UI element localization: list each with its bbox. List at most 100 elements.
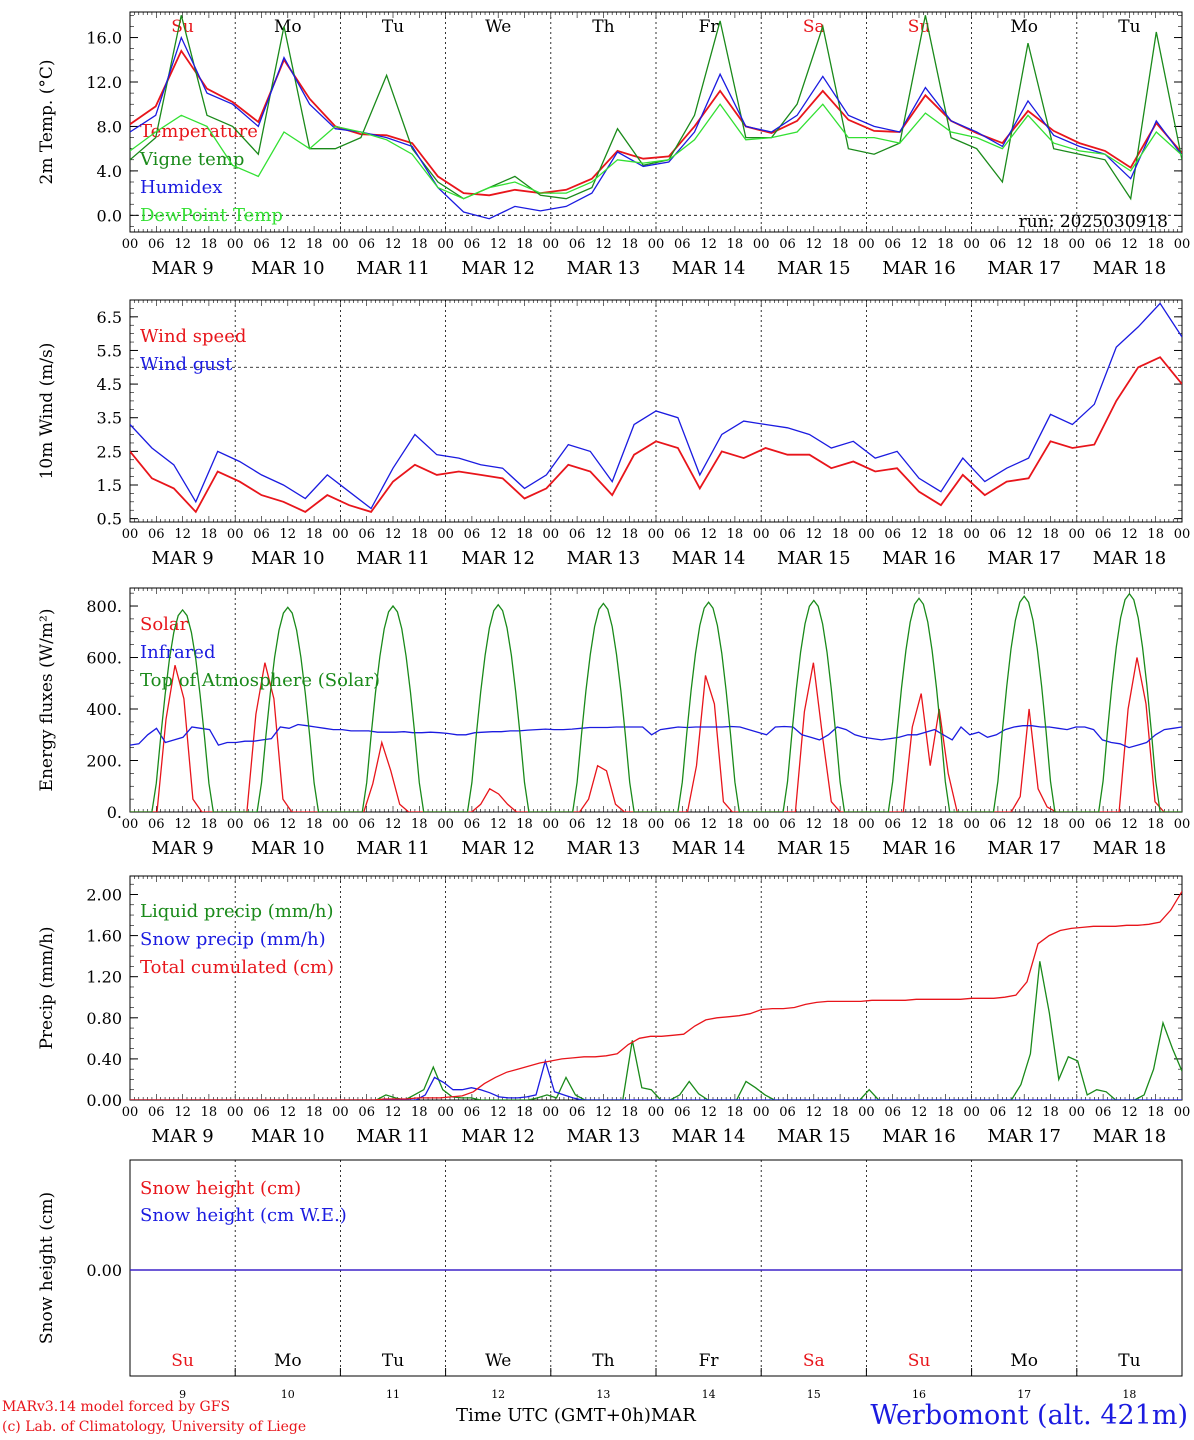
hour-tick-label: 18 — [1147, 817, 1164, 832]
weekday-label: Sa — [803, 17, 825, 37]
y-tick-label: 200. — [86, 752, 122, 771]
hour-tick-label: 12 — [280, 527, 297, 542]
weekday-label: Mo — [1010, 17, 1038, 37]
legend-entry: Temperature — [140, 121, 258, 142]
legend-entry: Snow height (cm) — [140, 1178, 301, 1199]
hour-tick-label: 06 — [148, 817, 165, 832]
y-tick-label: 12.0 — [86, 73, 122, 92]
hour-tick-label: 06 — [464, 527, 481, 542]
hour-tick-label: 00 — [1174, 237, 1191, 252]
date-label: MAR 13 — [567, 258, 641, 279]
weekday-label: Mo — [274, 17, 302, 37]
day-number-label: 18 — [1122, 1388, 1136, 1401]
hour-tick-label: 06 — [884, 1105, 901, 1120]
weekday-label: Th — [592, 17, 614, 37]
hour-tick-label: 12 — [490, 237, 507, 252]
hour-tick-label: 12 — [700, 527, 717, 542]
day-number-label: 16 — [912, 1388, 926, 1401]
hour-tick-label: 18 — [306, 817, 323, 832]
hour-tick-label: 12 — [911, 817, 928, 832]
hour-tick-label: 00 — [1069, 817, 1086, 832]
date-label: MAR 10 — [251, 1126, 325, 1147]
hour-tick-label: 00 — [963, 527, 980, 542]
hour-tick-label: 00 — [122, 817, 139, 832]
day-number-label: 17 — [1017, 1388, 1031, 1401]
date-label: MAR 18 — [1093, 258, 1167, 279]
series-line — [130, 891, 1182, 1100]
model-credit-line1: MARv3.14 model forced by GFS — [2, 1399, 231, 1415]
hour-tick-label: 06 — [464, 817, 481, 832]
date-label: MAR 13 — [567, 548, 641, 569]
hour-tick-label: 00 — [122, 527, 139, 542]
y-tick-label: 0. — [107, 803, 122, 822]
date-label: MAR 17 — [987, 1126, 1061, 1147]
hour-tick-label: 00 — [753, 527, 770, 542]
hour-tick-label: 18 — [621, 527, 638, 542]
hour-tick-label: 00 — [543, 527, 560, 542]
date-label: MAR 14 — [672, 838, 746, 859]
hour-tick-label: 18 — [1042, 527, 1059, 542]
series-line — [130, 15, 1182, 201]
hour-tick-label: 00 — [858, 817, 875, 832]
hour-tick-label: 18 — [621, 817, 638, 832]
hour-tick-label: 12 — [1121, 817, 1138, 832]
hour-tick-label: 18 — [1042, 817, 1059, 832]
hour-tick-label: 12 — [595, 237, 612, 252]
hour-tick-label: 12 — [280, 1105, 297, 1120]
hour-tick-label: 00 — [332, 1105, 349, 1120]
hour-tick-label: 12 — [490, 817, 507, 832]
hour-tick-label: 18 — [727, 817, 744, 832]
date-label: MAR 16 — [882, 838, 956, 859]
weekday-label: Su — [171, 17, 194, 37]
hour-tick-label: 12 — [1016, 817, 1033, 832]
hour-tick-label: 12 — [1121, 527, 1138, 542]
hour-tick-label: 18 — [937, 527, 954, 542]
hour-tick-label: 12 — [700, 1105, 717, 1120]
date-label: MAR 14 — [672, 1126, 746, 1147]
hour-tick-label: 18 — [306, 237, 323, 252]
time-axis-title: Time UTC (GMT+0h) — [456, 1405, 651, 1426]
date-label: MAR 15 — [777, 1126, 851, 1147]
date-label: MAR 18 — [1093, 548, 1167, 569]
hour-tick-label: 18 — [516, 237, 533, 252]
hour-tick-label: 18 — [937, 1105, 954, 1120]
hour-tick-label: 06 — [674, 1105, 691, 1120]
hour-tick-label: 00 — [543, 1105, 560, 1120]
weekday-label: Su — [908, 1351, 931, 1371]
hour-tick-label: 06 — [884, 817, 901, 832]
hour-tick-label: 00 — [1069, 1105, 1086, 1120]
hour-tick-label: 18 — [411, 817, 428, 832]
hour-tick-label: 06 — [464, 237, 481, 252]
y-tick-label: 0.0 — [97, 206, 122, 225]
hour-tick-label: 00 — [437, 817, 454, 832]
y-tick-label: 1.5 — [97, 476, 122, 495]
hour-tick-label: 18 — [201, 527, 218, 542]
hour-tick-label: 12 — [174, 527, 191, 542]
hour-tick-label: 18 — [516, 1105, 533, 1120]
hour-tick-label: 06 — [358, 1105, 375, 1120]
hour-tick-label: 12 — [385, 527, 402, 542]
hour-tick-label: 06 — [253, 237, 270, 252]
hour-tick-label: 06 — [569, 527, 586, 542]
date-label: MAR 12 — [461, 548, 535, 569]
date-label: MAR 11 — [356, 548, 430, 569]
hour-tick-label: 12 — [700, 817, 717, 832]
hour-tick-label: 06 — [569, 237, 586, 252]
hour-tick-label: 00 — [648, 527, 665, 542]
hour-tick-label: 06 — [253, 527, 270, 542]
date-label: MAR 12 — [461, 1126, 535, 1147]
date-label: MAR 11 — [356, 258, 430, 279]
y-tick-label: 800. — [86, 597, 122, 616]
y-tick-label: 1.20 — [86, 968, 122, 987]
hour-tick-label: 00 — [1174, 1105, 1191, 1120]
hour-tick-label: 12 — [595, 527, 612, 542]
hour-tick-label: 18 — [832, 237, 849, 252]
hour-tick-label: 18 — [832, 1105, 849, 1120]
hour-tick-label: 06 — [779, 237, 796, 252]
hour-tick-label: 12 — [806, 1105, 823, 1120]
month-label: MAR — [650, 1405, 696, 1426]
hour-tick-label: 12 — [1121, 237, 1138, 252]
date-label: MAR 15 — [777, 838, 851, 859]
day-number-label: 12 — [491, 1388, 505, 1401]
